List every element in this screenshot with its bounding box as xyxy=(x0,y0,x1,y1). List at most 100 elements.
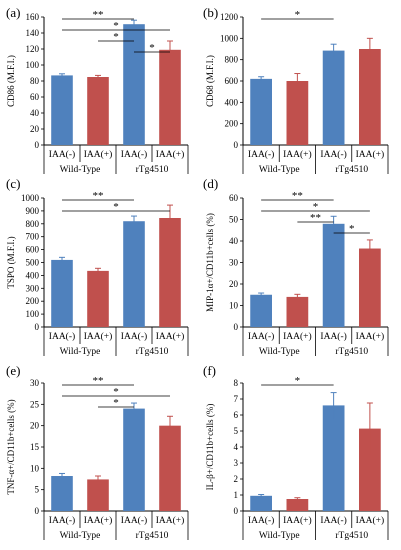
y-tick-label: 3 xyxy=(234,458,239,468)
y-tick-label: 40 xyxy=(30,108,40,118)
y-tick-label: 30 xyxy=(30,378,40,388)
group-label: Wild-Type xyxy=(259,531,300,541)
y-tick-label: 4 xyxy=(234,442,239,452)
chart-panel-2: (b) CD68 (M.F.I.) 0 200 400 600 800 1000 1200 IAA… xyxy=(203,5,389,175)
category-label: IAA(+) xyxy=(356,149,385,160)
chart-panel-5: (e) TNF-α+/CD11b+cells (%) 0 5 10 15 20 25 30 IAA… xyxy=(6,363,189,541)
category-label: IAA(+) xyxy=(283,149,312,160)
y-tick-label: 0 xyxy=(234,322,239,332)
y-tick-label: 700 xyxy=(26,232,40,242)
significance-marker: ** xyxy=(93,190,104,202)
y-tick-label: 300 xyxy=(26,283,40,293)
group-label: Wild-Type xyxy=(259,347,300,357)
y-tick-label: 120 xyxy=(26,44,40,54)
panel-label: (f) xyxy=(203,363,216,378)
significance-marker: ** xyxy=(93,375,104,387)
significance-marker: * xyxy=(113,397,119,409)
y-tick-label: 50 xyxy=(229,215,239,225)
y-tick-label: 1000 xyxy=(220,33,239,43)
y-tick-label: 800 xyxy=(26,219,40,229)
y-tick-label: 400 xyxy=(26,270,40,280)
bar xyxy=(250,495,272,511)
significance-marker: * xyxy=(113,20,119,32)
y-axis-title: MIP-1α+/CD11b+cells (%) xyxy=(205,213,215,312)
y-tick-label: 200 xyxy=(225,119,239,129)
bar xyxy=(359,248,381,327)
bar xyxy=(123,221,145,327)
y-tick-label: 15 xyxy=(30,442,40,452)
bar xyxy=(322,223,345,327)
bar xyxy=(359,428,381,511)
group-label: rTg4510 xyxy=(335,531,368,541)
bar xyxy=(123,408,145,511)
y-tick-label: 20 xyxy=(30,421,40,431)
chart-panel-6: (f) IL-β+/CD11b+cells (%) 0 1 2 3 4 5 6 7 8 IAA(-) I… xyxy=(203,363,389,541)
y-tick-label: 1200 xyxy=(220,12,239,22)
category-label: IAA(-) xyxy=(49,515,75,526)
significance-marker: * xyxy=(113,386,119,398)
bar xyxy=(359,49,381,145)
panel-label: (d) xyxy=(203,176,218,191)
y-tick-label: 600 xyxy=(26,245,40,255)
bar xyxy=(51,476,73,511)
y-tick-label: 1 xyxy=(234,490,239,500)
category-label: IAA(-) xyxy=(248,149,274,160)
category-label: IAA(+) xyxy=(84,331,113,342)
bar xyxy=(286,296,309,327)
y-tick-label: 1000 xyxy=(21,193,40,203)
y-axis-title: CD86 (M.F.I.) xyxy=(6,55,16,107)
group-label: rTg4510 xyxy=(136,347,169,357)
y-tick-label: 200 xyxy=(26,296,40,306)
y-tick-label: 2 xyxy=(234,474,239,484)
category-label: IAA(-) xyxy=(320,515,346,526)
panel-label: (b) xyxy=(203,5,218,20)
panel-label: (c) xyxy=(6,176,20,191)
category-label: IAA(+) xyxy=(156,331,185,342)
significance-marker: ** xyxy=(292,190,303,202)
y-tick-label: 100 xyxy=(26,309,40,319)
group-label: rTg4510 xyxy=(136,531,169,541)
bar xyxy=(322,50,345,145)
significance-marker: * xyxy=(313,201,319,213)
group-label: Wild-Type xyxy=(259,165,300,175)
bar xyxy=(322,405,345,511)
y-tick-label: 0 xyxy=(35,140,40,150)
category-label: IAA(-) xyxy=(121,331,147,342)
y-tick-label: 10 xyxy=(229,301,239,311)
significance-marker: * xyxy=(113,31,119,43)
y-tick-label: 5 xyxy=(234,426,239,436)
chart-panel-4: (d) MIP-1α+/CD11b+cells (%) 0 10 20 30 40 50 60 I… xyxy=(203,176,389,357)
category-label: IAA(-) xyxy=(49,149,75,160)
category-label: IAA(+) xyxy=(156,515,185,526)
significance-marker: * xyxy=(113,201,119,213)
group-label: rTg4510 xyxy=(136,165,169,175)
category-label: IAA(+) xyxy=(84,515,113,526)
bar xyxy=(250,78,272,145)
category-label: IAA(-) xyxy=(248,515,274,526)
y-tick-label: 0 xyxy=(35,506,40,516)
bar xyxy=(159,49,181,145)
bar xyxy=(286,499,309,511)
bar xyxy=(87,77,109,145)
y-tick-label: 0 xyxy=(35,322,40,332)
significance-marker: ** xyxy=(93,9,104,21)
chart-panel-3: (c) TSPO (M.F.I.) 0 100 200 300 400 500 600 700 80… xyxy=(6,176,189,357)
y-tick-label: 60 xyxy=(30,92,40,102)
category-label: IAA(-) xyxy=(49,331,75,342)
y-tick-label: 40 xyxy=(229,236,239,246)
y-tick-label: 80 xyxy=(30,76,40,86)
y-axis-title: IL-β+/CD11b+cells (%) xyxy=(205,404,215,491)
y-tick-label: 8 xyxy=(234,378,239,388)
bar xyxy=(159,217,181,327)
bar xyxy=(87,270,109,327)
category-label: IAA(+) xyxy=(283,331,312,342)
y-tick-label: 10 xyxy=(30,463,40,473)
y-tick-label: 800 xyxy=(225,55,239,65)
y-tick-label: 20 xyxy=(30,124,40,134)
group-label: Wild-Type xyxy=(60,531,101,541)
significance-marker: * xyxy=(349,223,355,235)
y-tick-label: 500 xyxy=(26,258,40,268)
category-label: IAA(-) xyxy=(320,149,346,160)
category-label: IAA(-) xyxy=(121,149,147,160)
bar xyxy=(159,425,181,511)
